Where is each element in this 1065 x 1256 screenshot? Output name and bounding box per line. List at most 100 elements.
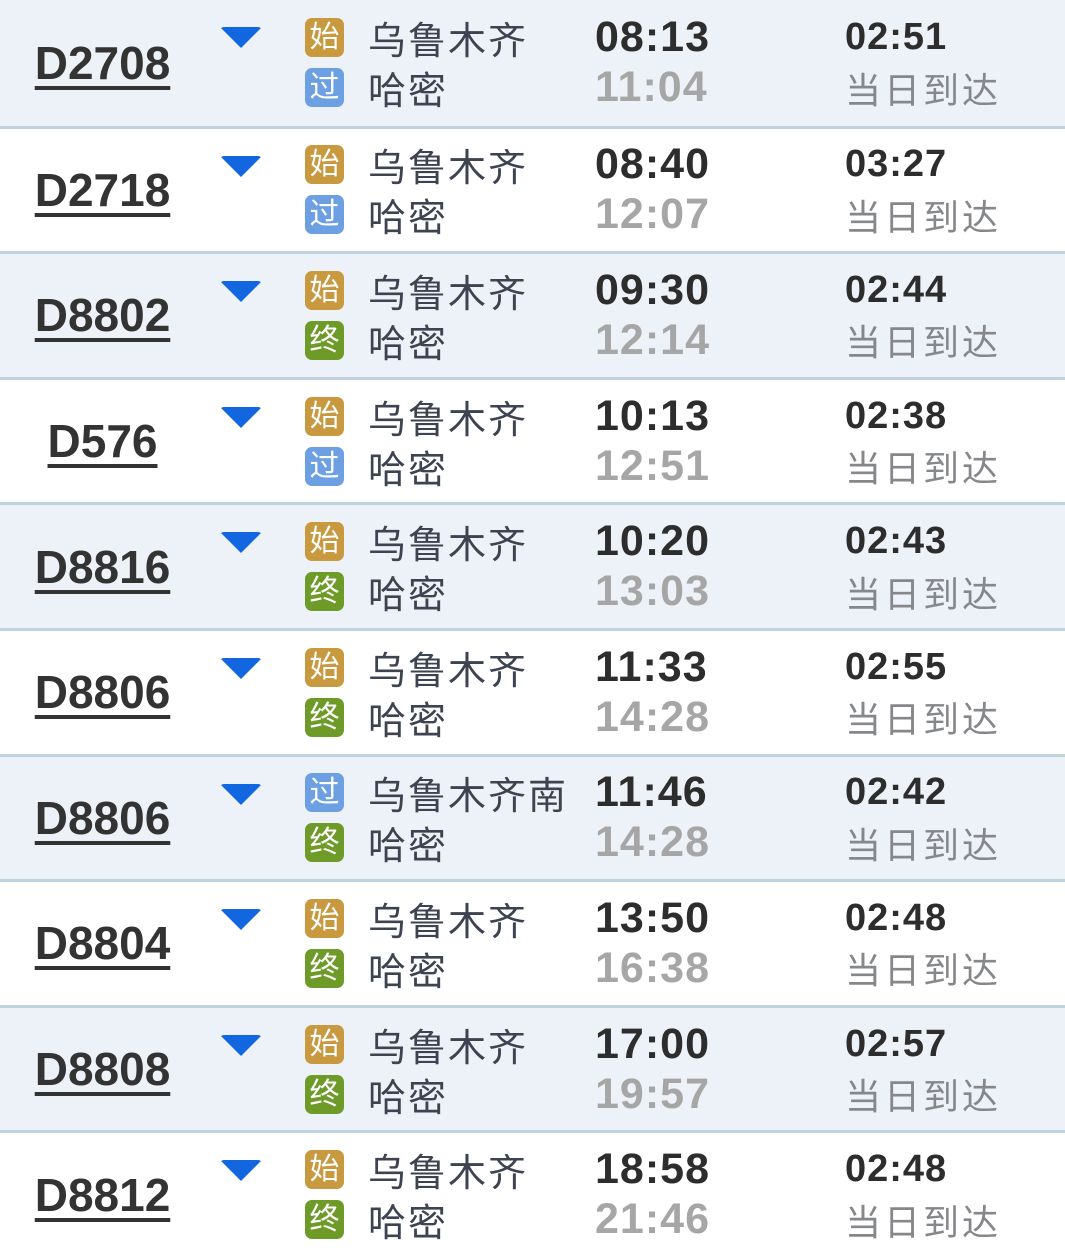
origin-station-name: 乌鲁木齐	[368, 19, 529, 64]
train-number-link[interactable]: D8806	[34, 666, 171, 719]
start-station-badge: 始	[305, 898, 344, 938]
train-number-link[interactable]: D8816	[34, 540, 171, 593]
start-station-badge: 始	[305, 396, 344, 436]
duration-cell: 02:48 当日到达	[845, 882, 1065, 1005]
train-number-link[interactable]: D8804	[34, 917, 171, 970]
train-number-link[interactable]: D576	[47, 415, 158, 468]
train-row: D2718 始 乌鲁木齐 过 哈密 08:40 12:07 03:27 当日到达	[0, 125, 1065, 252]
train-row: D8806 过 乌鲁木齐南 终 哈密 11:46 14:28 02:42 当日到…	[0, 753, 1065, 880]
train-row: D8808 始 乌鲁木齐 终 哈密 17:00 19:57 02:57 当日到达	[0, 1004, 1065, 1131]
duration: 02:55	[845, 645, 948, 688]
departure-time: 10:20	[595, 517, 710, 566]
start-station-badge: 始	[305, 1150, 344, 1190]
expand-dropdown-icon[interactable]	[220, 1160, 262, 1182]
origin-line: 始 乌鲁木齐	[305, 142, 595, 190]
expand-dropdown-icon[interactable]	[220, 406, 262, 428]
duration-cell: 02:48 当日到达	[845, 1133, 1065, 1256]
train-number-cell: D8806	[0, 631, 205, 754]
train-number-link[interactable]: D8806	[34, 791, 171, 844]
arrival-day-note: 当日到达	[845, 1202, 1002, 1244]
arrival-day-note: 当日到达	[845, 323, 1002, 365]
expand-dropdown-icon[interactable]	[220, 27, 262, 48]
expand-cell	[205, 254, 290, 377]
arrival-time: 14:28	[595, 818, 710, 867]
expand-dropdown-icon[interactable]	[220, 783, 262, 805]
expand-cell	[205, 129, 290, 252]
end-station-badge: 终	[305, 1074, 344, 1114]
stations-cell: 始 乌鲁木齐 终 哈密	[290, 882, 595, 1005]
dest-line: 终 哈密	[305, 569, 595, 617]
expand-cell	[205, 757, 290, 880]
train-number-cell: D8802	[0, 254, 205, 377]
pass-station-badge: 过	[305, 68, 344, 108]
dest-station-name: 哈密	[368, 196, 449, 241]
duration-cell: 03:27 当日到达	[845, 129, 1065, 252]
train-number-link[interactable]: D2708	[34, 36, 171, 89]
train-number-link[interactable]: D8808	[34, 1043, 171, 1096]
arrival-day-note: 当日到达	[845, 951, 1002, 993]
origin-station-name: 乌鲁木齐	[368, 1025, 529, 1070]
train-number-cell: D8812	[0, 1133, 205, 1256]
origin-station-name: 乌鲁木齐	[368, 899, 529, 944]
arrival-day-note: 当日到达	[845, 825, 1002, 867]
train-row: D8802 始 乌鲁木齐 终 哈密 09:30 12:14 02:44 当日到达	[0, 251, 1065, 377]
stations-cell: 始 乌鲁木齐 过 哈密	[290, 129, 595, 252]
origin-line: 始 乌鲁木齐	[305, 15, 595, 63]
stations-cell: 始 乌鲁木齐 过 哈密	[290, 0, 595, 126]
expand-dropdown-icon[interactable]	[220, 281, 262, 303]
duration-cell: 02:55 当日到达	[845, 631, 1065, 754]
expand-dropdown-icon[interactable]	[220, 657, 262, 679]
departure-time: 09:30	[595, 265, 710, 314]
arrival-time: 12:14	[595, 315, 710, 364]
start-station-badge: 始	[305, 18, 344, 58]
train-number-link[interactable]: D8812	[34, 1168, 171, 1221]
pass-station-badge: 过	[305, 773, 344, 813]
origin-station-name: 乌鲁木齐	[368, 397, 529, 442]
dest-station-name: 哈密	[368, 824, 449, 869]
arrival-day-note: 当日到达	[845, 449, 1002, 491]
duration: 02:42	[845, 771, 948, 814]
expand-cell	[205, 631, 290, 754]
pass-station-badge: 过	[305, 446, 344, 486]
train-number-link[interactable]: D2718	[34, 163, 171, 216]
dest-station-name: 哈密	[368, 698, 449, 743]
dest-station-name: 哈密	[368, 1201, 449, 1246]
arrival-time: 12:51	[595, 441, 710, 490]
dest-station-name: 哈密	[368, 321, 449, 366]
stations-cell: 始 乌鲁木齐 终 哈密	[290, 254, 595, 377]
dest-line: 终 哈密	[305, 820, 595, 868]
dest-station-name: 哈密	[368, 69, 449, 114]
arrival-day-note: 当日到达	[845, 700, 1002, 742]
train-number-link[interactable]: D8802	[34, 289, 171, 342]
start-station-badge: 始	[305, 522, 344, 562]
duration: 02:51	[845, 16, 948, 59]
dest-line: 终 哈密	[305, 1197, 595, 1245]
origin-station-name: 乌鲁木齐	[368, 648, 529, 693]
duration: 02:48	[845, 1148, 948, 1191]
arrival-day-note: 当日到达	[845, 197, 1002, 239]
train-number-cell: D8816	[0, 505, 205, 628]
origin-line: 始 乌鲁木齐	[305, 644, 595, 693]
expand-dropdown-icon[interactable]	[220, 155, 262, 177]
end-station-badge: 终	[305, 1200, 344, 1240]
duration: 02:44	[845, 268, 948, 311]
origin-station-name: 乌鲁木齐南	[368, 774, 569, 819]
duration: 02:57	[845, 1022, 948, 1065]
duration-cell: 02:51 当日到达	[845, 0, 1065, 126]
dest-line: 过 哈密	[305, 443, 595, 492]
dest-station-name: 哈密	[368, 1075, 449, 1120]
origin-line: 始 乌鲁木齐	[305, 1147, 595, 1195]
end-station-badge: 终	[305, 823, 344, 863]
arrival-time: 14:28	[595, 692, 710, 741]
expand-cell	[205, 0, 290, 126]
train-row: D8804 始 乌鲁木齐 终 哈密 13:50 16:38 02:48 当日到达	[0, 879, 1065, 1005]
dest-station-name: 哈密	[368, 447, 449, 492]
duration: 02:38	[845, 394, 948, 437]
origin-line: 始 乌鲁木齐	[305, 1021, 595, 1070]
expand-dropdown-icon[interactable]	[220, 909, 262, 931]
expand-dropdown-icon[interactable]	[220, 532, 262, 554]
dest-line: 过 哈密	[305, 192, 595, 240]
expand-dropdown-icon[interactable]	[220, 1034, 262, 1056]
departure-time: 11:33	[595, 642, 708, 691]
duration-cell: 02:43 当日到达	[845, 505, 1065, 628]
